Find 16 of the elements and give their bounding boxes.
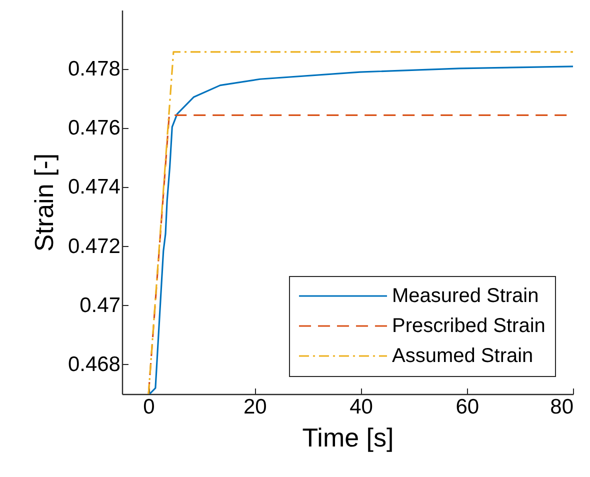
y-axis-title: Strain [-] xyxy=(28,153,59,252)
legend-label: Assumed Strain xyxy=(392,345,534,367)
x-tick-label: 80 xyxy=(550,396,574,418)
y-tick-label: 0.478 xyxy=(68,58,120,81)
x-tick-label: 60 xyxy=(456,396,480,418)
legend-label: Measured Strain xyxy=(392,285,539,307)
legend-label: Prescribed Strain xyxy=(392,315,546,337)
x-tick-label: 20 xyxy=(243,396,267,418)
x-axis-title: Time [s] xyxy=(302,422,394,452)
x-tick-label: 40 xyxy=(350,396,373,418)
y-tick-label: 0.474 xyxy=(68,176,121,199)
y-tick-label: 0.476 xyxy=(68,116,120,140)
y-tick-label: 0.472 xyxy=(68,234,120,258)
x-tick-label: 0 xyxy=(143,396,155,418)
y-tick-label: 0.468 xyxy=(68,352,120,376)
y-tick-label: 0.47 xyxy=(80,294,120,317)
